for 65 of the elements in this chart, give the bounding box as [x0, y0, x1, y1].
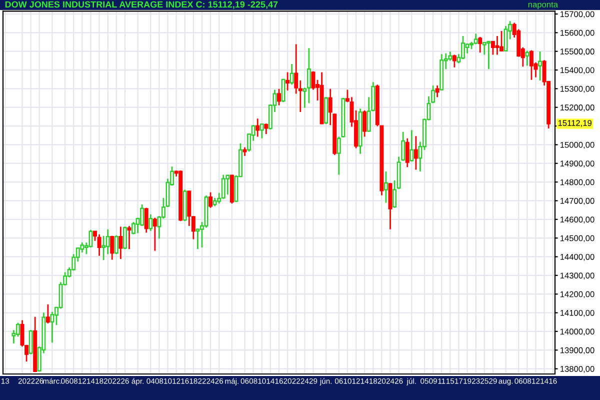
candlestick	[435, 84, 440, 98]
candlestick	[405, 138, 410, 168]
y-tick-label: 13900,00	[560, 347, 594, 354]
candlestick	[152, 217, 157, 252]
candlestick	[495, 35, 500, 56]
candlestick	[452, 54, 456, 68]
candlestick	[122, 226, 127, 250]
candlestick	[277, 88, 281, 106]
candlestick	[286, 72, 290, 92]
candlestick	[478, 36, 482, 54]
candlestick	[362, 110, 367, 138]
candlestick	[392, 180, 397, 209]
y-tick-label: 14900,00	[560, 160, 594, 168]
y-tick-label: 14400,00	[560, 254, 594, 261]
candlestick	[260, 122, 264, 140]
candlestick	[281, 78, 286, 103]
candlestick	[28, 329, 33, 355]
candlestick	[50, 311, 54, 344]
candlestick	[148, 214, 153, 232]
y-tick-label: 14100,00	[560, 310, 594, 317]
candlestick	[144, 207, 148, 234]
candlestick	[118, 226, 123, 260]
y-tick-label: 15000,00	[560, 142, 594, 149]
candlestick	[114, 234, 118, 255]
y-tick-label: 14700,00	[560, 198, 594, 205]
candlestick	[226, 174, 230, 196]
candlestick	[208, 192, 213, 209]
y-tick-label: 14800,00	[560, 179, 594, 186]
candlestick	[127, 225, 132, 250]
y-tick-label: 15200,00	[560, 104, 594, 112]
chart-title: DOW JONES INDUSTRIAL AVERAGE INDEX C: 15112,19 -225,47	[5, 1, 278, 9]
y-tick-label: 15400,00	[560, 67, 594, 74]
candlestick	[529, 50, 534, 81]
candlestick	[410, 129, 414, 162]
text: naponta	[528, 2, 558, 10]
candlestick	[306, 47, 311, 104]
candlestick	[504, 25, 508, 52]
candlestick	[110, 235, 114, 260]
y-tick-label: 14500,00	[560, 235, 594, 242]
y-tick-label: 15300,00	[560, 86, 594, 93]
candlestick	[221, 174, 226, 200]
candlestick	[256, 118, 260, 138]
candlestick	[132, 221, 136, 236]
y-tick-label: 14200,00	[560, 291, 594, 298]
candlestick	[196, 228, 200, 250]
candlestick	[431, 84, 436, 104]
candlestick	[264, 122, 268, 135]
candlestick	[384, 170, 388, 204]
candlestick	[525, 50, 530, 66]
candlestick	[97, 234, 102, 256]
candlestick	[46, 304, 50, 324]
candlestick	[465, 42, 470, 54]
y-tick-label: 15700,00	[560, 11, 594, 18]
y-tick-label: 14000,00	[560, 328, 594, 336]
y-tick-label: 15600,00	[560, 30, 594, 37]
candlestick	[486, 40, 491, 70]
y-tick-label: 13800,00	[560, 366, 594, 373]
y-tick-label: 14300,00	[560, 272, 594, 280]
candlestick	[538, 50, 542, 82]
candlestick	[311, 70, 316, 91]
y-tick-label: 14600,00	[560, 216, 594, 224]
y-tick-label: 15500,00	[560, 48, 594, 56]
candlestick	[290, 63, 294, 86]
text: 15112,19	[558, 120, 592, 127]
candlestick	[414, 135, 418, 170]
